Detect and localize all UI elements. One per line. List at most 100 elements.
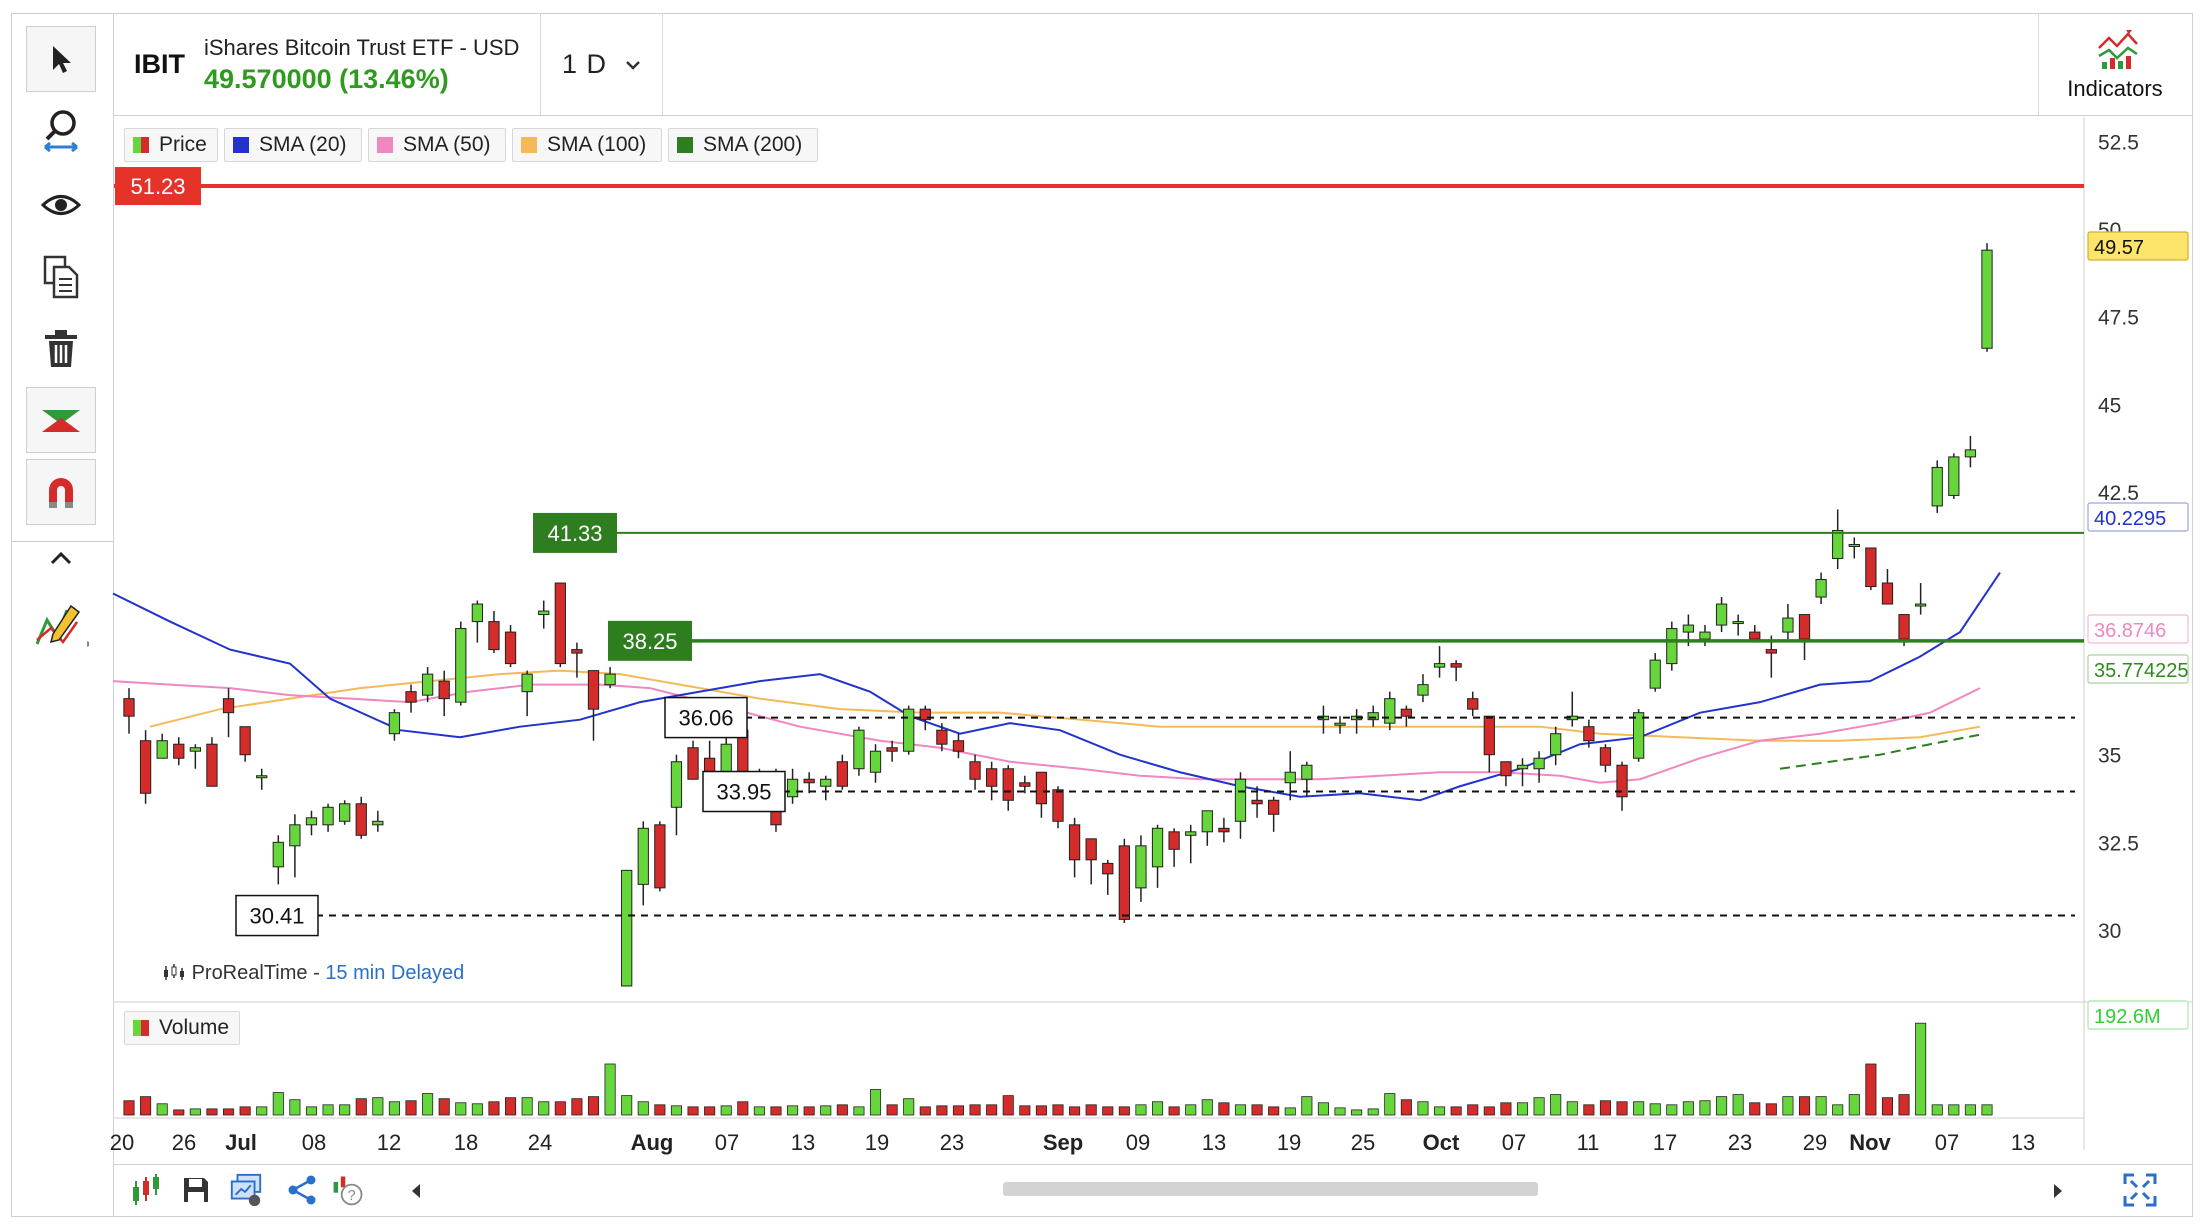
volume-bar (869, 1089, 882, 1116)
volume-bar (1931, 1104, 1943, 1116)
collapse-toolbar-button[interactable] (26, 533, 96, 583)
candle-body (1417, 684, 1429, 696)
legend-sma100[interactable]: SMA (100) (512, 128, 662, 162)
sma20-value-label-box (2087, 502, 2189, 532)
volume-bar (1516, 1102, 1529, 1116)
share-button[interactable] (284, 1172, 320, 1208)
volume-bar (1616, 1101, 1628, 1116)
volume-bar (1500, 1102, 1512, 1116)
magnet-tool-button[interactable] (26, 459, 96, 525)
help-button[interactable]: ? (330, 1172, 366, 1208)
candle-body (156, 740, 168, 759)
volume-bar (853, 1106, 865, 1116)
support-label-box[interactable] (608, 620, 692, 661)
legend-sma200[interactable]: SMA (200) (668, 128, 818, 162)
legend-sma20[interactable]: SMA (20) (224, 128, 362, 162)
volume-bar (1732, 1094, 1744, 1116)
volume-bar (1135, 1104, 1147, 1116)
volume-bar (173, 1109, 185, 1116)
candle-body (1798, 614, 1811, 640)
dashed-level-box[interactable] (235, 894, 319, 937)
volume-bar (1749, 1102, 1761, 1116)
volume-bar (554, 1101, 566, 1116)
chevron-down-icon[interactable] (625, 59, 641, 71)
volume-bar (1118, 1106, 1130, 1116)
candle-body (256, 775, 268, 779)
candle-body (637, 827, 649, 885)
x-tick-label: 25 (1351, 1130, 1375, 1155)
volume-bar (1035, 1105, 1047, 1116)
visibility-tool-button[interactable] (26, 172, 96, 238)
candle-body (504, 631, 517, 665)
volume-bar (770, 1106, 782, 1116)
save-button[interactable] (178, 1172, 214, 1208)
volume-bar (571, 1098, 583, 1116)
zoom-tool-button[interactable] (26, 97, 96, 163)
candle-body (521, 673, 533, 693)
candle-body (786, 778, 799, 798)
volume-bar (1633, 1101, 1645, 1116)
legend-price[interactable]: Price (124, 128, 218, 162)
resistance-label-box[interactable] (115, 167, 201, 206)
candle-body (1550, 733, 1562, 756)
chart-type-button[interactable] (128, 1172, 164, 1208)
volume-bar (587, 1096, 600, 1116)
y-tick-label: 35 (2098, 745, 2121, 768)
volume-bar (272, 1092, 284, 1116)
candle-body (173, 743, 185, 759)
share-icon (288, 1175, 316, 1205)
volume-bar (189, 1108, 201, 1116)
support-label-box[interactable] (533, 512, 617, 553)
price-change: 49.570000 (13.46%) (204, 64, 449, 94)
candle-body (1915, 603, 1927, 607)
candle-body (1649, 659, 1661, 689)
volume-bar (1815, 1096, 1827, 1116)
copy-tool-button[interactable] (26, 244, 96, 310)
legend-volume[interactable]: Volume (124, 1011, 240, 1045)
eye-icon (41, 195, 81, 215)
candle-body (272, 841, 284, 868)
credit-delay[interactable]: 15 min Delayed (325, 962, 465, 984)
legend-sma50[interactable]: SMA (50) (368, 128, 506, 162)
scroll-thumb[interactable] (1003, 1182, 1538, 1196)
fullscreen-icon[interactable] (2122, 1172, 2158, 1208)
volume-bar (1915, 1022, 1927, 1116)
drawing-tool-button[interactable] (26, 592, 96, 658)
candle-body (1715, 603, 1728, 626)
pointer-tool-button[interactable] (26, 26, 96, 92)
cursor-arrow-icon (53, 46, 71, 73)
candle-body (1749, 631, 1761, 640)
pencil-draw-icon (35, 604, 89, 647)
sidebar-separator (11, 541, 114, 542)
interval-selector[interactable]: 1 D (562, 49, 608, 79)
candle-body (604, 673, 616, 686)
trash-icon (45, 330, 77, 367)
volume-bar (239, 1106, 251, 1116)
candle-body (820, 778, 832, 787)
layouts-button[interactable] (228, 1172, 264, 1208)
candle-body (1433, 663, 1446, 668)
help-chart-icon: ? (333, 1176, 363, 1206)
indicators-icon[interactable] (2096, 28, 2140, 70)
scroll-right-icon[interactable] (2050, 1182, 2066, 1200)
candle-body (554, 582, 566, 665)
candle-body (189, 747, 201, 752)
dashed-level-box[interactable] (702, 770, 786, 813)
x-tick-label: 23 (1728, 1130, 1752, 1155)
volume-bar (1102, 1106, 1114, 1116)
delete-tool-button[interactable] (26, 316, 96, 382)
x-tick-label: 08 (302, 1130, 326, 1155)
volume-bar (604, 1063, 616, 1116)
y-tick-label: 47.5 (2098, 307, 2139, 330)
volume-bar (936, 1105, 948, 1116)
x-tick-label: 09 (1126, 1130, 1150, 1155)
dashed-level-box[interactable] (664, 696, 748, 739)
candle-body (1881, 582, 1894, 605)
trend-zone-tool-button[interactable] (26, 387, 96, 453)
y-tick-label: 30 (2098, 920, 2121, 943)
indicators-button-label[interactable]: Indicators (2067, 76, 2163, 101)
copy-documents-icon (43, 255, 79, 299)
candle-body (803, 778, 815, 784)
scroll-left-icon[interactable] (408, 1182, 424, 1200)
